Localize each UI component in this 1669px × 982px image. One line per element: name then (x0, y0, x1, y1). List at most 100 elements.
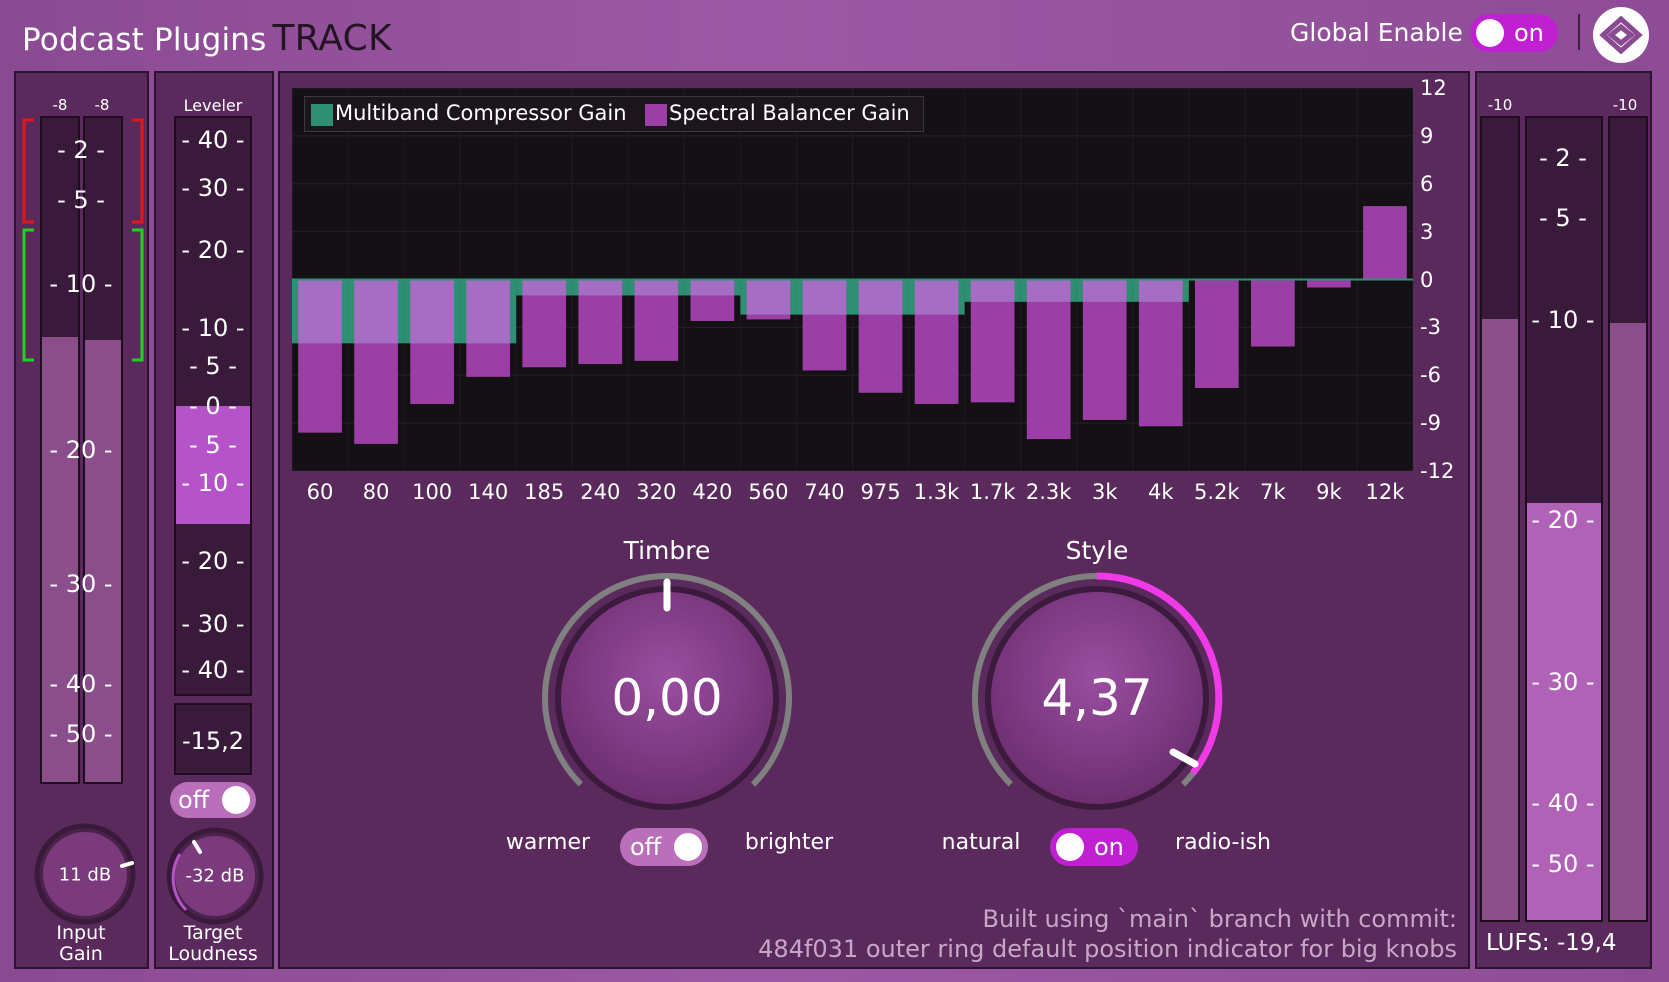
x-tick-label: 420 (692, 480, 733, 504)
toggle-knob (222, 786, 250, 814)
brand-name: Podcast Plugins (22, 22, 267, 58)
input-meter-right (83, 116, 123, 784)
x-tick-label: 3k (1091, 480, 1118, 504)
input-scale-2: - 2 - (57, 136, 105, 164)
x-tick-label: 2.3k (1025, 480, 1072, 504)
leveler-toggle-state: off (178, 786, 210, 814)
x-tick-label: 560 (748, 480, 789, 504)
spectral-gain-bar (1363, 206, 1407, 280)
x-tick-label: 100 (412, 480, 453, 504)
style-toggle[interactable]: on (1050, 828, 1138, 866)
spectral-gain-bar (1082, 279, 1127, 420)
y-tick-label: -12 (1420, 459, 1455, 483)
x-tick-label: 12k (1365, 480, 1405, 504)
input-scale-20: - 20 - (49, 436, 113, 464)
mbc-overlay-bar (690, 279, 735, 296)
lufs-readout: LUFS: -19,4 (1486, 930, 1617, 956)
spectral-gain-bar (1194, 279, 1239, 389)
chart-legend: Multiband Compressor Gain Spectral Balan… (304, 96, 924, 132)
mbc-overlay-bar (578, 279, 623, 296)
output-peak-left: -10 (1487, 96, 1513, 114)
input-peak-left: -8 (52, 96, 68, 114)
y-tick-label: 9 (1420, 123, 1434, 148)
leveler-toggle[interactable]: off (170, 782, 256, 818)
spectral-gain-bar (1138, 279, 1183, 427)
output-loudness-meter (1525, 116, 1603, 922)
x-tick-label: 4k (1148, 480, 1174, 504)
build-info-line1: Built using `main` branch with commit: (982, 905, 1457, 933)
app-title: Podcast Plugins TRACK (22, 18, 392, 59)
mbc-overlay-bar (970, 279, 1015, 302)
timbre-toggle-state: off (630, 833, 662, 861)
output-scale-30: - 30 - (1531, 668, 1595, 696)
build-info-line2: 484f031 outer ring default position indi… (758, 935, 1457, 963)
x-tick-label: 185 (524, 480, 565, 504)
mbc-overlay-bar (466, 279, 511, 344)
x-tick-label: 1.7k (969, 480, 1016, 504)
leveler-gain-fill (176, 406, 250, 524)
leveler-scale-20-top: - 20 - (181, 236, 245, 264)
x-tick-label: 80 (362, 480, 390, 504)
input-gain-knob[interactable] (30, 822, 140, 932)
x-tick-label: 975 (860, 480, 901, 504)
x-tick-label: 9k (1316, 480, 1342, 504)
mbc-overlay-bar (858, 279, 903, 315)
leveler-scale-30-bottom: - 30 - (181, 610, 245, 638)
global-enable-state: on (1514, 19, 1544, 47)
style-right-label: radio-ish (1175, 830, 1271, 855)
output-loudness-fill (1527, 502, 1601, 920)
spectral-gain-bar (1251, 279, 1295, 347)
style-knob[interactable] (967, 568, 1227, 828)
toggle-knob (674, 833, 702, 861)
plugin-logo-icon[interactable] (1593, 7, 1649, 63)
product-name: TRACK (272, 18, 392, 59)
input-meter-left-fill (42, 337, 78, 782)
mbc-overlay-bar (1082, 279, 1127, 302)
timbre-toggle[interactable]: off (620, 828, 708, 866)
mbc-overlay-bar (746, 279, 791, 315)
mbc-overlay-bar (298, 279, 342, 344)
input-scale-40: - 40 - (49, 670, 113, 698)
x-tick-label: 60 (306, 480, 334, 504)
timbre-right-label: brighter (744, 830, 834, 855)
legend-label-spectral: Spectral Balancer Gain (669, 101, 910, 125)
timbre-knob[interactable] (537, 568, 797, 828)
y-tick-label: 6 (1420, 171, 1434, 196)
target-loudness-label: Target Loudness (168, 922, 258, 965)
style-toggle-state: on (1094, 833, 1124, 861)
legend-swatch-mbc (311, 104, 333, 126)
gain-chart-svg (291, 87, 1414, 472)
timbre-left-label: warmer (505, 830, 591, 855)
header-divider (1578, 14, 1580, 50)
x-tick-label: 5.2k (1194, 480, 1240, 504)
leveler-scale-10-bottom: - 10 - (181, 469, 245, 497)
leveler-scale-0: - 0 - (189, 392, 237, 420)
target-loudness-knob[interactable] (164, 826, 266, 928)
input-meter-panel (14, 71, 149, 969)
style-value: 4,37 (1041, 669, 1153, 727)
y-tick-label: -3 (1420, 315, 1441, 340)
leveler-meter (174, 116, 252, 696)
input-scale-30: - 30 - (49, 570, 113, 598)
leveler-scale-40-top: - 40 - (181, 126, 245, 154)
mbc-overlay-bar (1138, 279, 1183, 302)
leveler-scale-5-bottom: - 5 - (189, 431, 237, 459)
mbc-overlay-bar (354, 279, 398, 344)
spectral-gain-bar (1026, 279, 1071, 440)
mbc-overlay-bar (1026, 279, 1071, 302)
global-enable-toggle[interactable]: on (1470, 14, 1558, 52)
x-tick-label: 240 (580, 480, 621, 504)
output-meter-left-fill (1482, 318, 1518, 920)
input-meter-left (40, 116, 80, 784)
leveler-readout: -15,2 (181, 727, 245, 755)
spectral-gain-bar (1307, 279, 1351, 288)
input-gain-value: 11 dB (58, 864, 112, 886)
toggle-knob (1476, 19, 1504, 47)
leveler-scale-5-top: - 5 - (189, 352, 237, 380)
timbre-value: 0,00 (611, 669, 723, 727)
mbc-overlay-bar (634, 279, 679, 296)
leveler-scale-30-top: - 30 - (181, 174, 245, 202)
output-meter-left (1480, 116, 1520, 922)
y-tick-label: 3 (1420, 219, 1434, 244)
output-scale-20: - 20 - (1531, 506, 1595, 534)
